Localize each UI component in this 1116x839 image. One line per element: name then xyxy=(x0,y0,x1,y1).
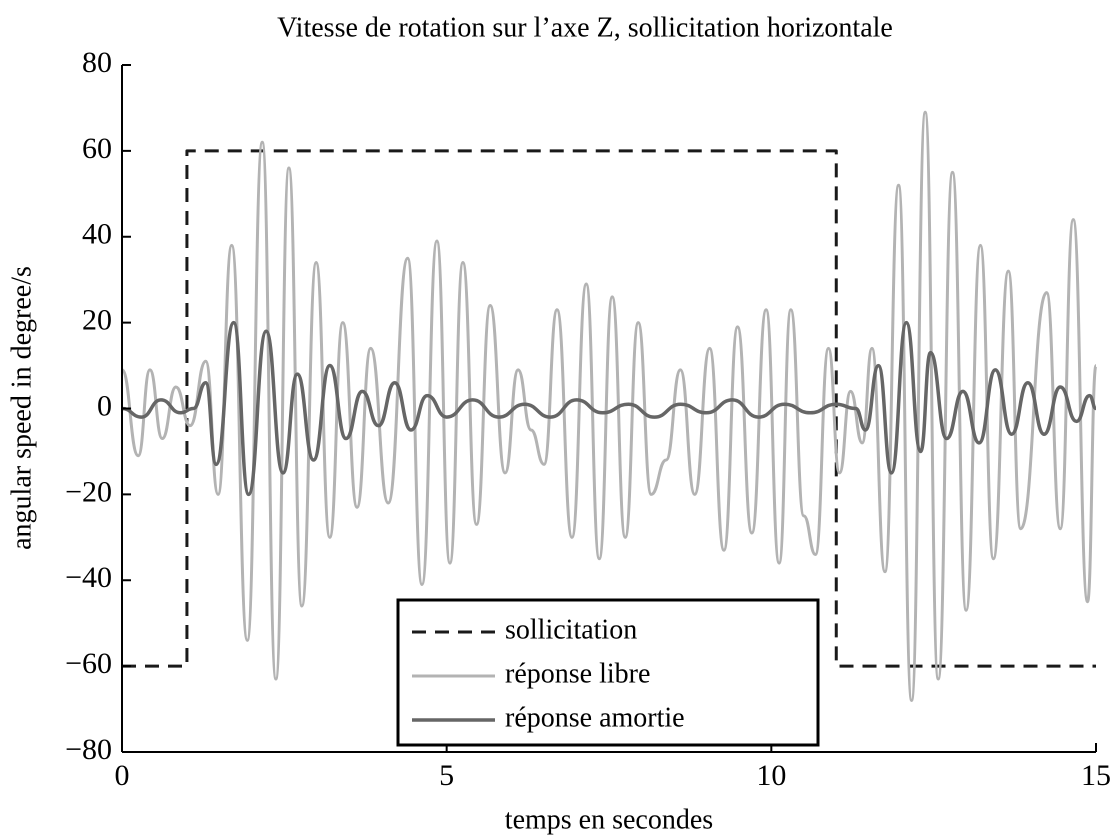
y-tick-label: 60 xyxy=(82,132,112,165)
data-line xyxy=(120,110,1098,702)
y-tick-label: 0 xyxy=(97,389,112,422)
y-tick-label: −80 xyxy=(65,733,112,766)
chart-title: Vitesse de rotation sur l’axe Z, sollici… xyxy=(277,12,893,43)
x-tick-label: 10 xyxy=(756,759,786,792)
data-line xyxy=(122,149,1096,668)
legend-label: réponse amortie xyxy=(505,702,685,733)
data-line xyxy=(121,320,1097,497)
y-tick-label: −40 xyxy=(65,561,112,594)
x-axis-label: temps en secondes xyxy=(505,804,713,835)
y-tick-label: 80 xyxy=(82,46,112,79)
y-tick-label: 20 xyxy=(82,304,112,337)
legend-box xyxy=(396,598,820,747)
y-tick-label: 40 xyxy=(82,218,112,251)
x-tick-label: 0 xyxy=(115,759,130,792)
x-tick-label: 15 xyxy=(1081,759,1111,792)
legend-label: réponse libre xyxy=(505,658,650,689)
y-axis-label: angular speed in degree/s xyxy=(6,266,37,550)
y-tick-label: −20 xyxy=(65,475,112,508)
legend-label: sollicitation xyxy=(505,614,637,645)
y-tick-label: −60 xyxy=(65,647,112,680)
x-tick-label: 5 xyxy=(439,759,454,792)
